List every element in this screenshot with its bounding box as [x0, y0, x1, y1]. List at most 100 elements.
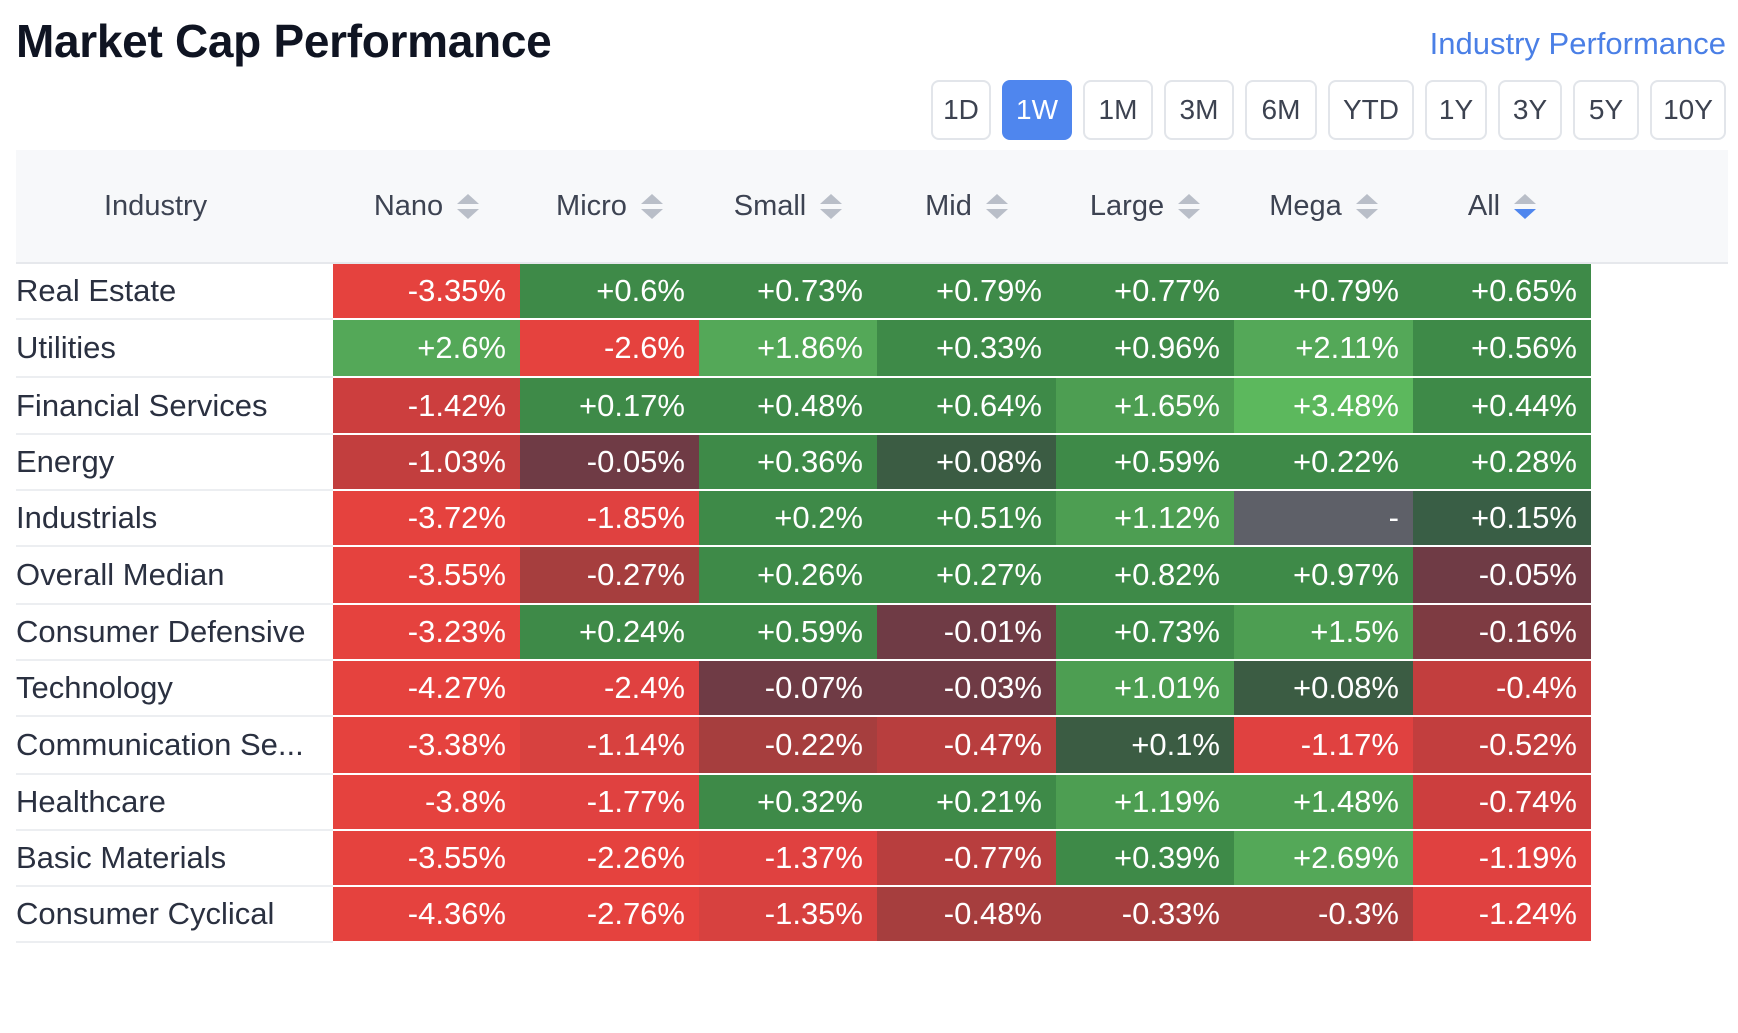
performance-cell: +1.01%: [1056, 661, 1234, 717]
table-row[interactable]: Healthcare -3.8% -1.77% +0.32% +0.21% +1.19% +…: [16, 775, 1728, 831]
industry-name[interactable]: Healthcare: [16, 775, 333, 831]
performance-cell: -3.72%: [333, 491, 520, 547]
sort-up-icon: [1178, 193, 1201, 204]
industry-name[interactable]: Utilities: [16, 320, 333, 378]
performance-cell: +2.6%: [333, 320, 520, 378]
performance-cell: +0.77%: [1056, 264, 1234, 320]
sort-down-icon: [1514, 208, 1537, 219]
column-header-nano[interactable]: Nano: [333, 150, 520, 262]
industry-name[interactable]: Consumer Defensive: [16, 605, 333, 661]
sort-icon[interactable]: [1514, 193, 1537, 219]
performance-cell: -1.37%: [699, 831, 877, 887]
performance-cell: +0.73%: [1056, 605, 1234, 661]
table-row[interactable]: Consumer Defensive -3.23% +0.24% +0.59% -0.0…: [16, 605, 1728, 661]
period-button-ytd[interactable]: YTD: [1328, 80, 1414, 140]
period-button-1m[interactable]: 1M: [1083, 80, 1153, 140]
performance-cell: +1.19%: [1056, 775, 1234, 831]
performance-cell: +2.69%: [1234, 831, 1413, 887]
column-header-mega[interactable]: Mega: [1234, 150, 1413, 262]
table-row[interactable]: Basic Materials -3.55% -2.26% -1.37% -0.77% +…: [16, 831, 1728, 887]
column-header-small[interactable]: Small: [699, 150, 877, 262]
industry-name[interactable]: Financial Services: [16, 378, 333, 435]
sort-down-icon: [820, 208, 843, 219]
industry-name[interactable]: Industrials: [16, 491, 333, 547]
performance-cell: +0.59%: [1056, 435, 1234, 491]
industry-name[interactable]: Communication Se...: [16, 717, 333, 775]
performance-cell: -0.3%: [1234, 887, 1413, 943]
performance-cell: -0.01%: [877, 605, 1056, 661]
period-button-1w[interactable]: 1W: [1002, 80, 1072, 140]
period-button-1y[interactable]: 1Y: [1425, 80, 1487, 140]
sort-icon[interactable]: [1355, 193, 1378, 219]
column-header-label: Large: [1089, 189, 1165, 222]
period-button-3m[interactable]: 3M: [1164, 80, 1234, 140]
industry-column-label: Industry: [104, 189, 208, 222]
table-row[interactable]: Technology -4.27% -2.4% -0.07% -0.03% +1.01% +…: [16, 661, 1728, 717]
period-button-6m[interactable]: 6M: [1245, 80, 1317, 140]
performance-cell: -2.4%: [520, 661, 699, 717]
column-header-label: All: [1467, 189, 1501, 222]
performance-cell: -1.14%: [520, 717, 699, 775]
performance-cell: +0.48%: [699, 378, 877, 435]
sort-icon[interactable]: [640, 193, 663, 219]
performance-cell: -3.55%: [333, 547, 520, 605]
period-button-10y[interactable]: 10Y: [1650, 80, 1726, 140]
table-header: Industry Nano Micro Small Mid Large Mega All: [16, 150, 1728, 264]
performance-cell: +0.08%: [1234, 661, 1413, 717]
period-button-1d[interactable]: 1D: [931, 80, 991, 140]
performance-cell: +0.51%: [877, 491, 1056, 547]
column-header-label: Small: [733, 189, 807, 222]
page-title: Market Cap Performance: [16, 15, 552, 67]
column-header-micro[interactable]: Micro: [520, 150, 699, 262]
sort-icon[interactable]: [1178, 193, 1201, 219]
table-row[interactable]: Energy -1.03% -0.05% +0.36% +0.08% +0.59% +0.2…: [16, 435, 1728, 491]
table-row[interactable]: Real Estate -3.35% +0.6% +0.73% +0.79% +0.77%…: [16, 264, 1728, 320]
column-header-label: Nano: [373, 189, 444, 222]
performance-cell: +0.27%: [877, 547, 1056, 605]
table-row[interactable]: Utilities +2.6% -2.6% +1.86% +0.33% +0.96% +2.…: [16, 320, 1728, 378]
performance-cell: -3.35%: [333, 264, 520, 320]
industry-name[interactable]: Energy: [16, 435, 333, 491]
industry-name[interactable]: Consumer Cyclical: [16, 887, 333, 943]
industry-performance-link[interactable]: Industry Performance: [1429, 26, 1726, 61]
performance-cell: -1.77%: [520, 775, 699, 831]
table-row[interactable]: Overall Median -3.55% -0.27% +0.26% +0.27% +0…: [16, 547, 1728, 605]
sort-up-icon: [985, 193, 1008, 204]
performance-cell: +0.15%: [1413, 491, 1591, 547]
performance-cell: -3.38%: [333, 717, 520, 775]
column-header-mid[interactable]: Mid: [877, 150, 1056, 262]
table-row[interactable]: Consumer Cyclical -4.36% -2.76% -1.35% -0.48…: [16, 887, 1728, 943]
sort-icon[interactable]: [985, 193, 1008, 219]
period-button-3y[interactable]: 3Y: [1498, 80, 1562, 140]
performance-cell: -0.22%: [699, 717, 877, 775]
performance-cell: +1.86%: [699, 320, 877, 378]
performance-cell: -2.76%: [520, 887, 699, 943]
sort-up-icon: [640, 193, 663, 204]
performance-cell: -1.17%: [1234, 717, 1413, 775]
performance-cell: -0.48%: [877, 887, 1056, 943]
performance-cell: +0.39%: [1056, 831, 1234, 887]
performance-cell: +1.65%: [1056, 378, 1234, 435]
performance-cell: -3.8%: [333, 775, 520, 831]
performance-cell: -4.27%: [333, 661, 520, 717]
performance-cell: -0.16%: [1413, 605, 1591, 661]
table-row[interactable]: Communication Se... -3.38% -1.14% -0.22% -0.…: [16, 717, 1728, 775]
industry-name[interactable]: Real Estate: [16, 264, 333, 320]
performance-cell: +0.73%: [699, 264, 877, 320]
performance-cell: -4.36%: [333, 887, 520, 943]
column-header-all[interactable]: All: [1413, 150, 1591, 262]
performance-cell: -3.23%: [333, 605, 520, 661]
table-row[interactable]: Financial Services -1.42% +0.17% +0.48% +0.6…: [16, 378, 1728, 435]
period-button-5y[interactable]: 5Y: [1573, 80, 1639, 140]
industry-name[interactable]: Overall Median: [16, 547, 333, 605]
performance-cell: -0.74%: [1413, 775, 1591, 831]
industry-name[interactable]: Basic Materials: [16, 831, 333, 887]
sort-icon[interactable]: [820, 193, 843, 219]
sort-icon[interactable]: [457, 193, 480, 219]
industry-name[interactable]: Technology: [16, 661, 333, 717]
column-header-large[interactable]: Large: [1056, 150, 1234, 262]
industry-column-header: Industry: [16, 150, 333, 262]
table-row[interactable]: Industrials -3.72% -1.85% +0.2% +0.51% +1.12%…: [16, 491, 1728, 547]
performance-cell: +3.48%: [1234, 378, 1413, 435]
performance-cell: +0.65%: [1413, 264, 1591, 320]
